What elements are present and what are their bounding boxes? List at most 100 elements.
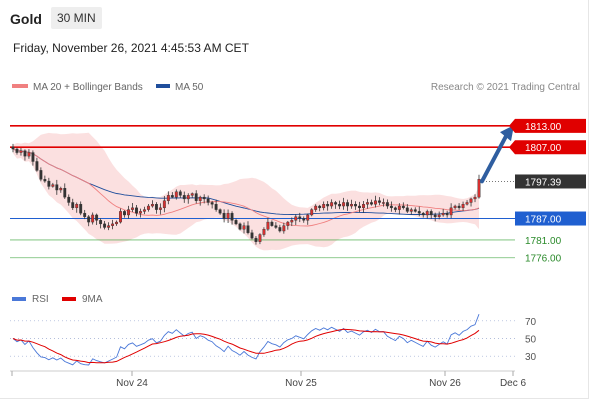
candle-down-body	[135, 207, 138, 214]
candle	[290, 217, 294, 227]
candle	[111, 219, 115, 230]
candle-down-body	[270, 221, 274, 226]
candle-down-body	[230, 212, 234, 221]
resistance-label-box	[509, 140, 586, 155]
candle-down-body	[234, 220, 238, 225]
candle-up-body	[409, 209, 413, 212]
candle	[274, 222, 278, 229]
x-tick-label: Nov 25	[285, 378, 317, 389]
rsi-line	[12, 314, 480, 366]
candle-up-body	[362, 204, 365, 209]
candle	[322, 201, 326, 211]
candle	[146, 203, 150, 212]
candle-up-body	[162, 200, 166, 209]
candle-down-body	[123, 211, 126, 216]
candle-down-body	[214, 204, 218, 210]
candle	[445, 210, 449, 218]
candle-up-body	[465, 202, 469, 205]
candle-up-body	[286, 221, 290, 226]
candle	[91, 212, 95, 225]
candle	[465, 200, 469, 206]
candle-up-body	[174, 191, 178, 198]
candle-up-body	[139, 211, 142, 214]
rsi-ma-legend-label: 9MA	[82, 294, 103, 305]
candle	[266, 217, 270, 231]
target-arrow	[480, 125, 514, 184]
candle	[11, 143, 15, 153]
candle-up-body	[425, 211, 429, 216]
pivot-label: 1787.00	[525, 215, 562, 226]
candle	[425, 209, 429, 219]
arrow-shaft	[480, 134, 508, 184]
bollinger-band-area	[13, 132, 479, 251]
candle	[63, 183, 67, 199]
candle-down-body	[202, 196, 206, 200]
candle	[433, 212, 437, 222]
timeframe-badge[interactable]: 30 MIN	[51, 7, 102, 29]
candle	[214, 199, 218, 212]
candle	[107, 222, 111, 231]
ma50-legend-swatch	[156, 84, 170, 88]
candle-up-body	[91, 214, 95, 223]
candle	[397, 203, 401, 215]
candle	[242, 222, 246, 234]
candle	[99, 218, 103, 229]
rsi-ma-line	[12, 328, 480, 364]
candle-up-body	[146, 205, 150, 210]
pivot-label-box	[515, 211, 586, 226]
candle	[385, 199, 389, 209]
candle	[154, 202, 158, 214]
candle	[330, 199, 334, 209]
candle	[198, 195, 202, 206]
candle-up-body	[350, 204, 353, 207]
candle-up-body	[473, 196, 477, 200]
candle	[358, 201, 361, 213]
candle-down-body	[401, 205, 405, 209]
key-level-labels: 1813.00 1807.00 1797.39 1787.00 1781.00 1776.…	[509, 118, 586, 265]
candle-up-body	[51, 184, 55, 187]
candle	[206, 195, 210, 206]
candle-up-body	[381, 202, 385, 204]
candle-down-body	[274, 225, 278, 228]
candle-up-body	[437, 214, 441, 217]
rsi-ma-legend-swatch	[62, 297, 76, 301]
candle-up-body	[342, 202, 346, 207]
candle-down-body	[254, 237, 258, 242]
x-tick-label: Nov 24	[116, 378, 148, 389]
candle	[254, 235, 258, 245]
candle-up-body	[306, 214, 310, 221]
candle-down-body	[445, 212, 449, 216]
candle-up-body	[290, 220, 294, 223]
candle	[334, 200, 338, 209]
candle-down-body	[421, 212, 425, 216]
candle	[286, 220, 290, 230]
candle	[39, 167, 43, 182]
candle	[131, 203, 134, 212]
ma20-line	[12, 148, 480, 227]
candle-up-body	[75, 204, 79, 209]
candle-down-body	[326, 204, 330, 207]
candle	[135, 205, 138, 217]
candle-down-body	[250, 232, 254, 239]
candle-down-body	[178, 191, 182, 196]
candle-down-body	[370, 202, 373, 205]
candle	[210, 200, 214, 209]
candle-up-body	[314, 205, 318, 210]
candle-up-body	[242, 225, 246, 230]
candle	[143, 206, 146, 215]
candle	[166, 191, 170, 205]
candle	[178, 189, 182, 198]
candle	[282, 222, 286, 234]
candle	[381, 198, 385, 207]
candle	[441, 208, 445, 217]
candle	[150, 200, 154, 208]
resistance-label: 1813.00	[525, 122, 562, 133]
candle	[377, 197, 381, 206]
candle-up-body	[119, 211, 122, 223]
candle-up-body	[166, 195, 170, 201]
candle	[401, 202, 405, 210]
candle-down-body	[246, 225, 250, 233]
candle-down-body	[31, 152, 35, 162]
candle	[314, 204, 318, 212]
candle	[139, 208, 142, 218]
